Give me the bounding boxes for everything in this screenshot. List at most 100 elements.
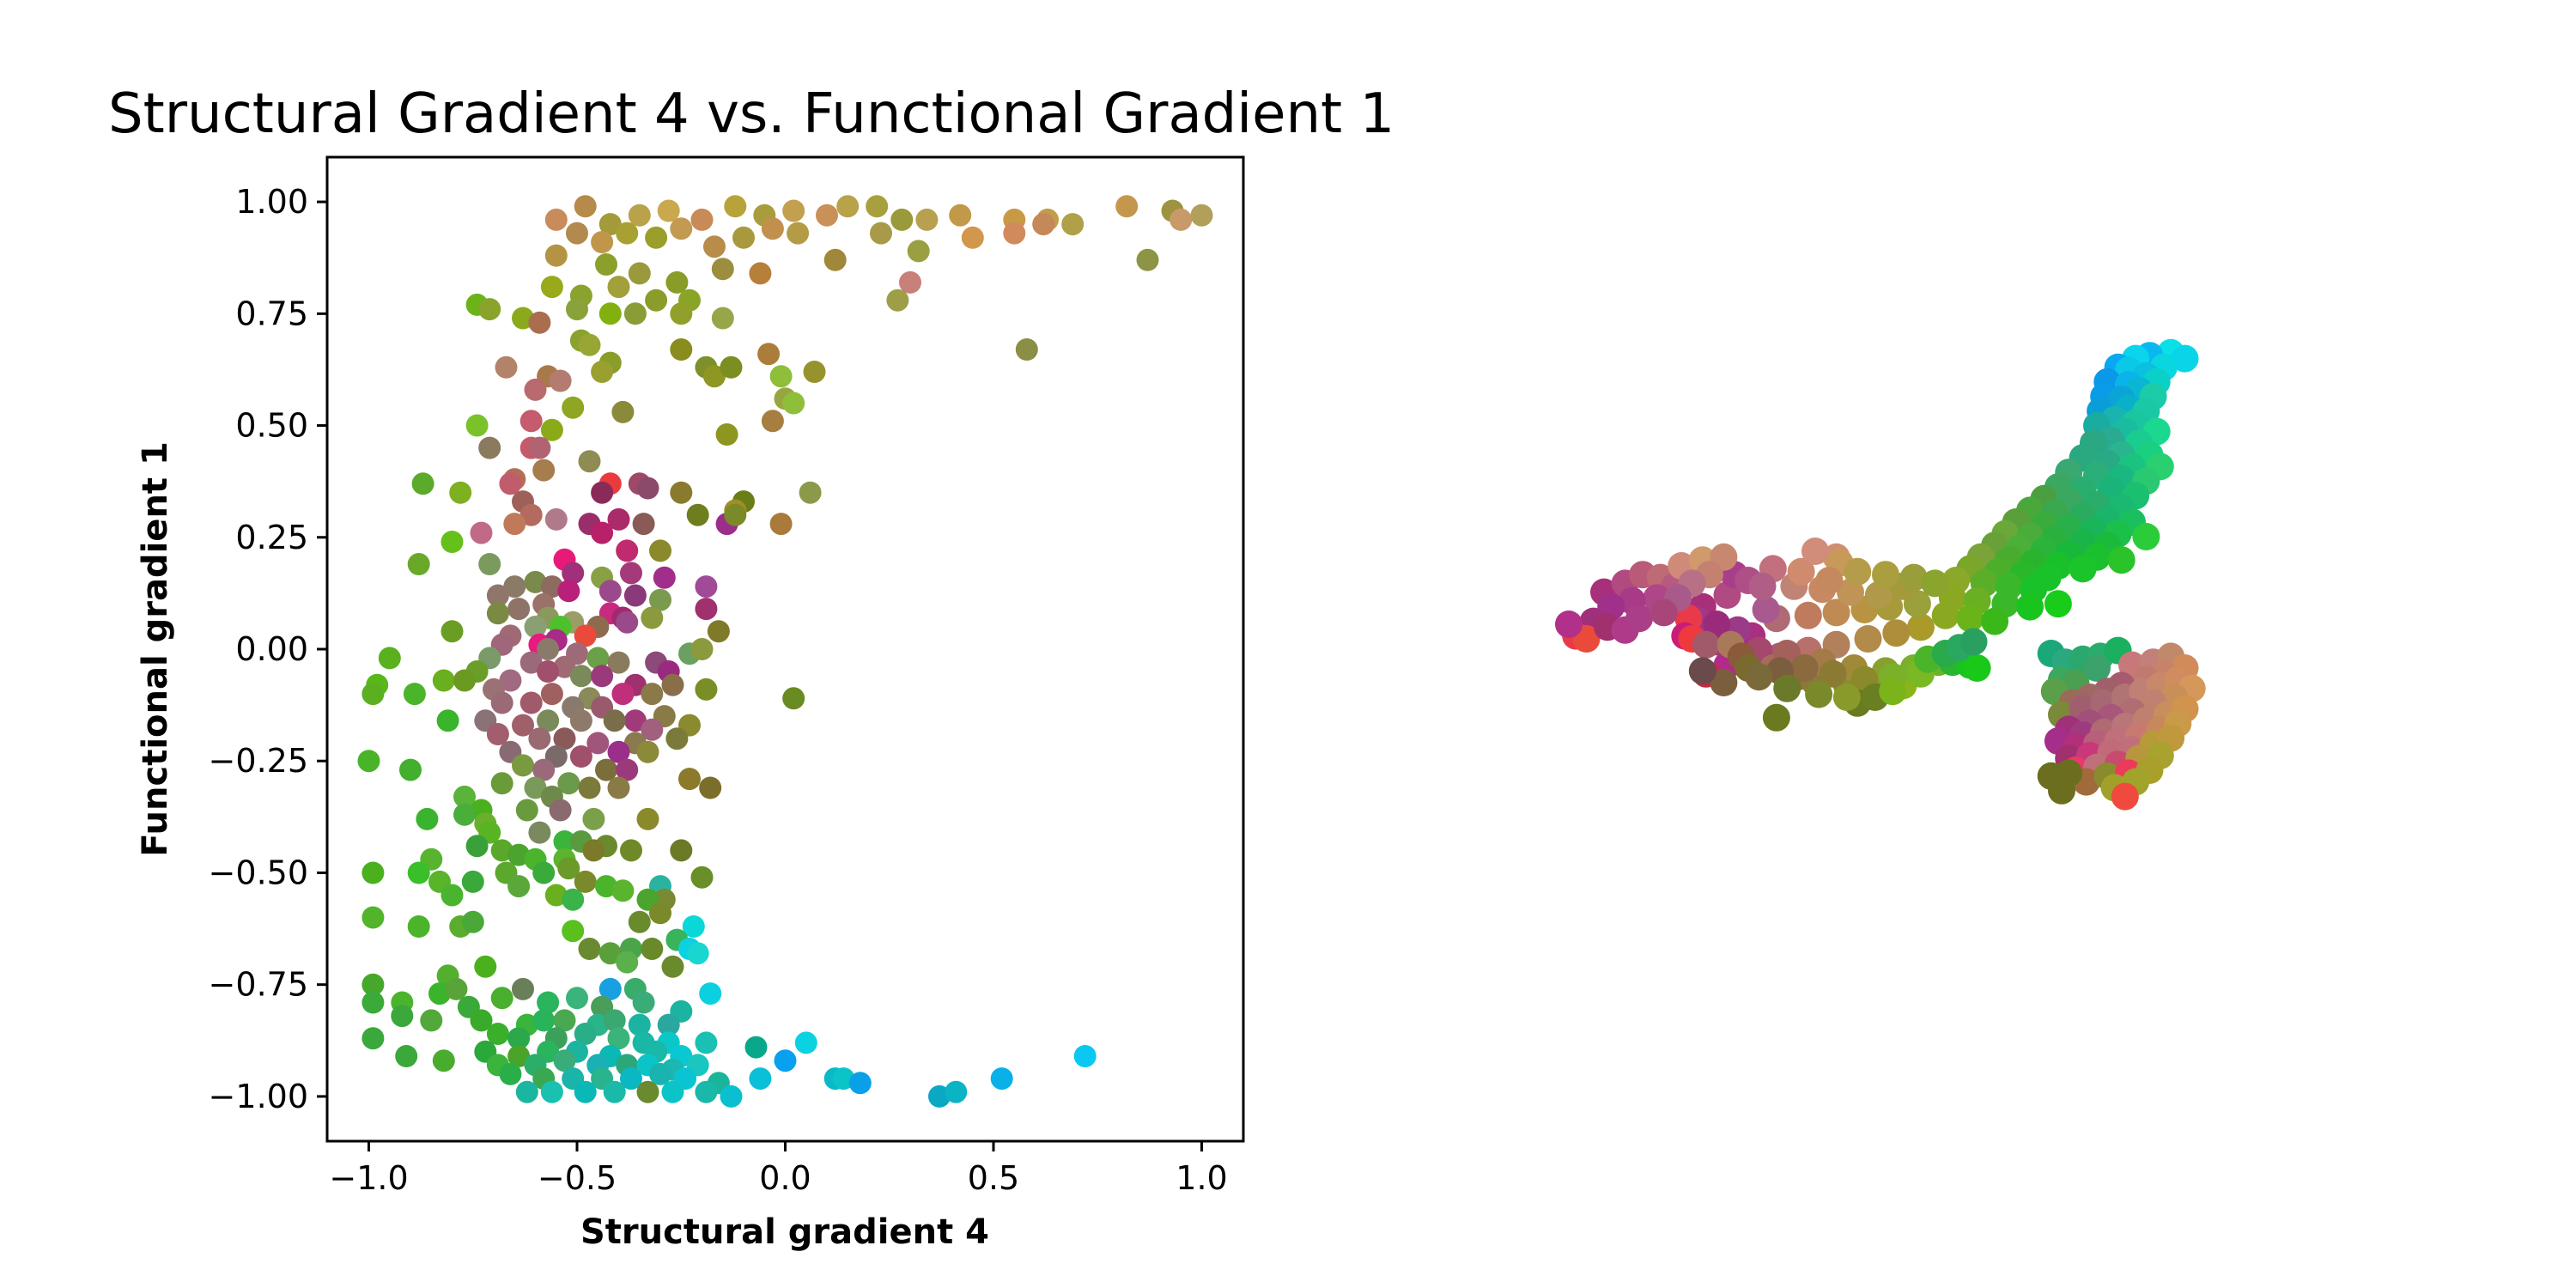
surface-point [1805, 680, 1833, 708]
scatter-point [519, 651, 543, 674]
scatter-point [557, 580, 580, 603]
scatter-point [703, 365, 726, 388]
y-tick-label: 0.75 [235, 295, 308, 332]
y-tick-label: 0.25 [235, 519, 308, 556]
scatter-point [724, 503, 747, 526]
surface-point [2083, 654, 2111, 682]
scatter-point [490, 691, 513, 714]
scatter-point [578, 938, 601, 960]
scatter-point [623, 302, 647, 325]
scatter-point [544, 208, 568, 231]
scatter-point [512, 714, 534, 737]
surface-point [1703, 611, 1731, 638]
scatter-point [749, 262, 772, 285]
scatter-point [649, 539, 671, 562]
surface-point [1692, 630, 1720, 659]
surface-point [1794, 601, 1822, 629]
scatter-point [899, 270, 921, 294]
scatter-point [499, 472, 522, 495]
scatter-point [1115, 195, 1139, 218]
scatter-point [641, 683, 664, 706]
scatter-point [395, 1045, 418, 1067]
scatter-point [407, 861, 430, 884]
scatter-point [665, 270, 689, 294]
scatter-point [524, 776, 547, 799]
scatter-point [574, 1080, 597, 1103]
scatter-point [574, 624, 597, 647]
scatter-point [915, 208, 939, 231]
scatter-point [569, 745, 592, 768]
scatter-point [603, 1009, 626, 1032]
surface-point [1832, 683, 1861, 711]
scatter-point [407, 915, 430, 938]
scatter-point [532, 758, 556, 781]
surface-point [2069, 555, 2097, 583]
scatter-point [616, 611, 639, 634]
scatter-point [715, 423, 738, 446]
scatter-point [591, 521, 614, 544]
scatter-point [949, 204, 972, 227]
scatter-point [507, 598, 531, 621]
surface-point [1854, 625, 1882, 653]
surface-point [1801, 538, 1829, 565]
scatter-point [636, 807, 659, 830]
scatter-point [645, 289, 668, 312]
scatter-point [607, 1027, 630, 1050]
scatter-point [519, 691, 543, 714]
scatter-point [665, 727, 689, 750]
scatter-point [528, 311, 551, 334]
scatter-point [611, 400, 635, 423]
scatter-point [361, 683, 385, 706]
scatter-point [391, 1005, 414, 1028]
scatter-point [499, 669, 522, 692]
scatter-point [399, 758, 422, 781]
scatter-point [707, 620, 730, 643]
scatter-point [540, 683, 563, 706]
scatter-point [378, 647, 401, 670]
scatter-point [436, 709, 459, 732]
x-axis-ticks: −1.0 −0.5 0.0 0.5 1.0 [329, 1141, 1228, 1197]
scatter-point [686, 503, 709, 526]
scatter-point [528, 436, 551, 459]
scatter-point [586, 732, 610, 755]
scatter-point [532, 1009, 556, 1032]
scatter-point [449, 481, 472, 504]
scatter-point [657, 199, 680, 222]
scatter-point [782, 199, 805, 222]
scatter-point [611, 879, 635, 902]
surface-point [1872, 561, 1899, 589]
scatter-point [519, 410, 543, 433]
scatter-point [699, 776, 722, 799]
scatter-point [470, 1009, 493, 1032]
scatter-point [486, 1023, 509, 1045]
scatter-point [540, 418, 563, 441]
scatter-point [478, 298, 501, 321]
scatter-point [690, 866, 714, 889]
scatter-point [598, 302, 622, 325]
surface-point [2132, 523, 2160, 550]
scatter-point [574, 195, 597, 218]
scatter-point [678, 768, 701, 791]
scatter-point [465, 414, 489, 437]
scatter-point [682, 915, 705, 938]
surface-point [1752, 596, 1780, 623]
scatter-point [495, 355, 518, 379]
scatter-point [695, 575, 718, 598]
right-points-layer [1555, 338, 2206, 811]
scatter-point [507, 1027, 531, 1050]
surface-point [1773, 674, 1801, 702]
surface-point [1819, 659, 1847, 688]
scatter-point [591, 361, 614, 383]
scatter-point [616, 951, 639, 974]
scatter-point [582, 839, 605, 862]
scatter-point [749, 1067, 772, 1091]
scatter-point [578, 333, 601, 356]
surface-point [1649, 598, 1678, 627]
surface-point [2171, 344, 2199, 373]
scatter-point [540, 276, 563, 299]
scatter-point [603, 1080, 626, 1103]
scatter-point [645, 226, 668, 249]
y-axis-label: Functional gradient 1 [136, 441, 175, 857]
scatter-point [1032, 213, 1055, 236]
scatter-point [603, 709, 626, 732]
